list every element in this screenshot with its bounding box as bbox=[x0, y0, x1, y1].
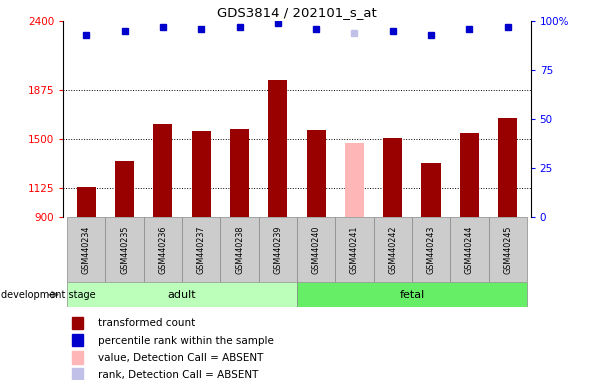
Text: percentile rank within the sample: percentile rank within the sample bbox=[98, 336, 274, 346]
Text: GSM440234: GSM440234 bbox=[82, 225, 91, 274]
Bar bbox=[220, 217, 259, 282]
Bar bbox=[72, 334, 83, 346]
Text: adult: adult bbox=[168, 290, 197, 300]
Bar bbox=[383, 138, 402, 217]
Bar bbox=[144, 217, 182, 282]
Bar bbox=[297, 217, 335, 282]
Bar bbox=[412, 217, 450, 282]
Bar bbox=[106, 217, 144, 282]
Text: GSM440235: GSM440235 bbox=[120, 225, 129, 274]
Bar bbox=[192, 131, 211, 217]
Bar bbox=[67, 282, 297, 307]
Text: GSM440240: GSM440240 bbox=[312, 225, 321, 274]
Bar bbox=[259, 217, 297, 282]
Text: rank, Detection Call = ABSENT: rank, Detection Call = ABSENT bbox=[98, 370, 259, 380]
Bar bbox=[115, 161, 134, 217]
Bar bbox=[268, 80, 288, 217]
Text: value, Detection Call = ABSENT: value, Detection Call = ABSENT bbox=[98, 353, 264, 363]
Text: GSM440243: GSM440243 bbox=[426, 225, 435, 274]
Text: GSM440244: GSM440244 bbox=[465, 225, 474, 274]
Text: transformed count: transformed count bbox=[98, 318, 195, 328]
Bar bbox=[153, 124, 172, 217]
Bar bbox=[421, 163, 441, 217]
Bar bbox=[297, 282, 527, 307]
Bar bbox=[459, 133, 479, 217]
Bar bbox=[450, 217, 488, 282]
Bar bbox=[306, 130, 326, 217]
Bar bbox=[182, 217, 220, 282]
Bar bbox=[72, 351, 83, 364]
Bar bbox=[72, 316, 83, 329]
Text: development stage: development stage bbox=[1, 290, 96, 300]
Text: GSM440236: GSM440236 bbox=[159, 225, 168, 274]
Bar bbox=[345, 142, 364, 217]
Text: GSM440238: GSM440238 bbox=[235, 225, 244, 274]
Text: GSM440239: GSM440239 bbox=[273, 225, 282, 274]
Text: GSM440241: GSM440241 bbox=[350, 225, 359, 274]
Title: GDS3814 / 202101_s_at: GDS3814 / 202101_s_at bbox=[217, 5, 377, 18]
Bar bbox=[72, 368, 83, 381]
Bar bbox=[77, 187, 96, 217]
Bar bbox=[230, 129, 249, 217]
Text: fetal: fetal bbox=[399, 290, 425, 300]
Text: GSM440245: GSM440245 bbox=[503, 225, 512, 274]
Text: GSM440237: GSM440237 bbox=[197, 225, 206, 274]
Bar bbox=[498, 118, 517, 217]
Text: GSM440242: GSM440242 bbox=[388, 225, 397, 274]
Bar bbox=[374, 217, 412, 282]
Bar bbox=[67, 217, 106, 282]
Bar bbox=[335, 217, 374, 282]
Bar bbox=[488, 217, 527, 282]
